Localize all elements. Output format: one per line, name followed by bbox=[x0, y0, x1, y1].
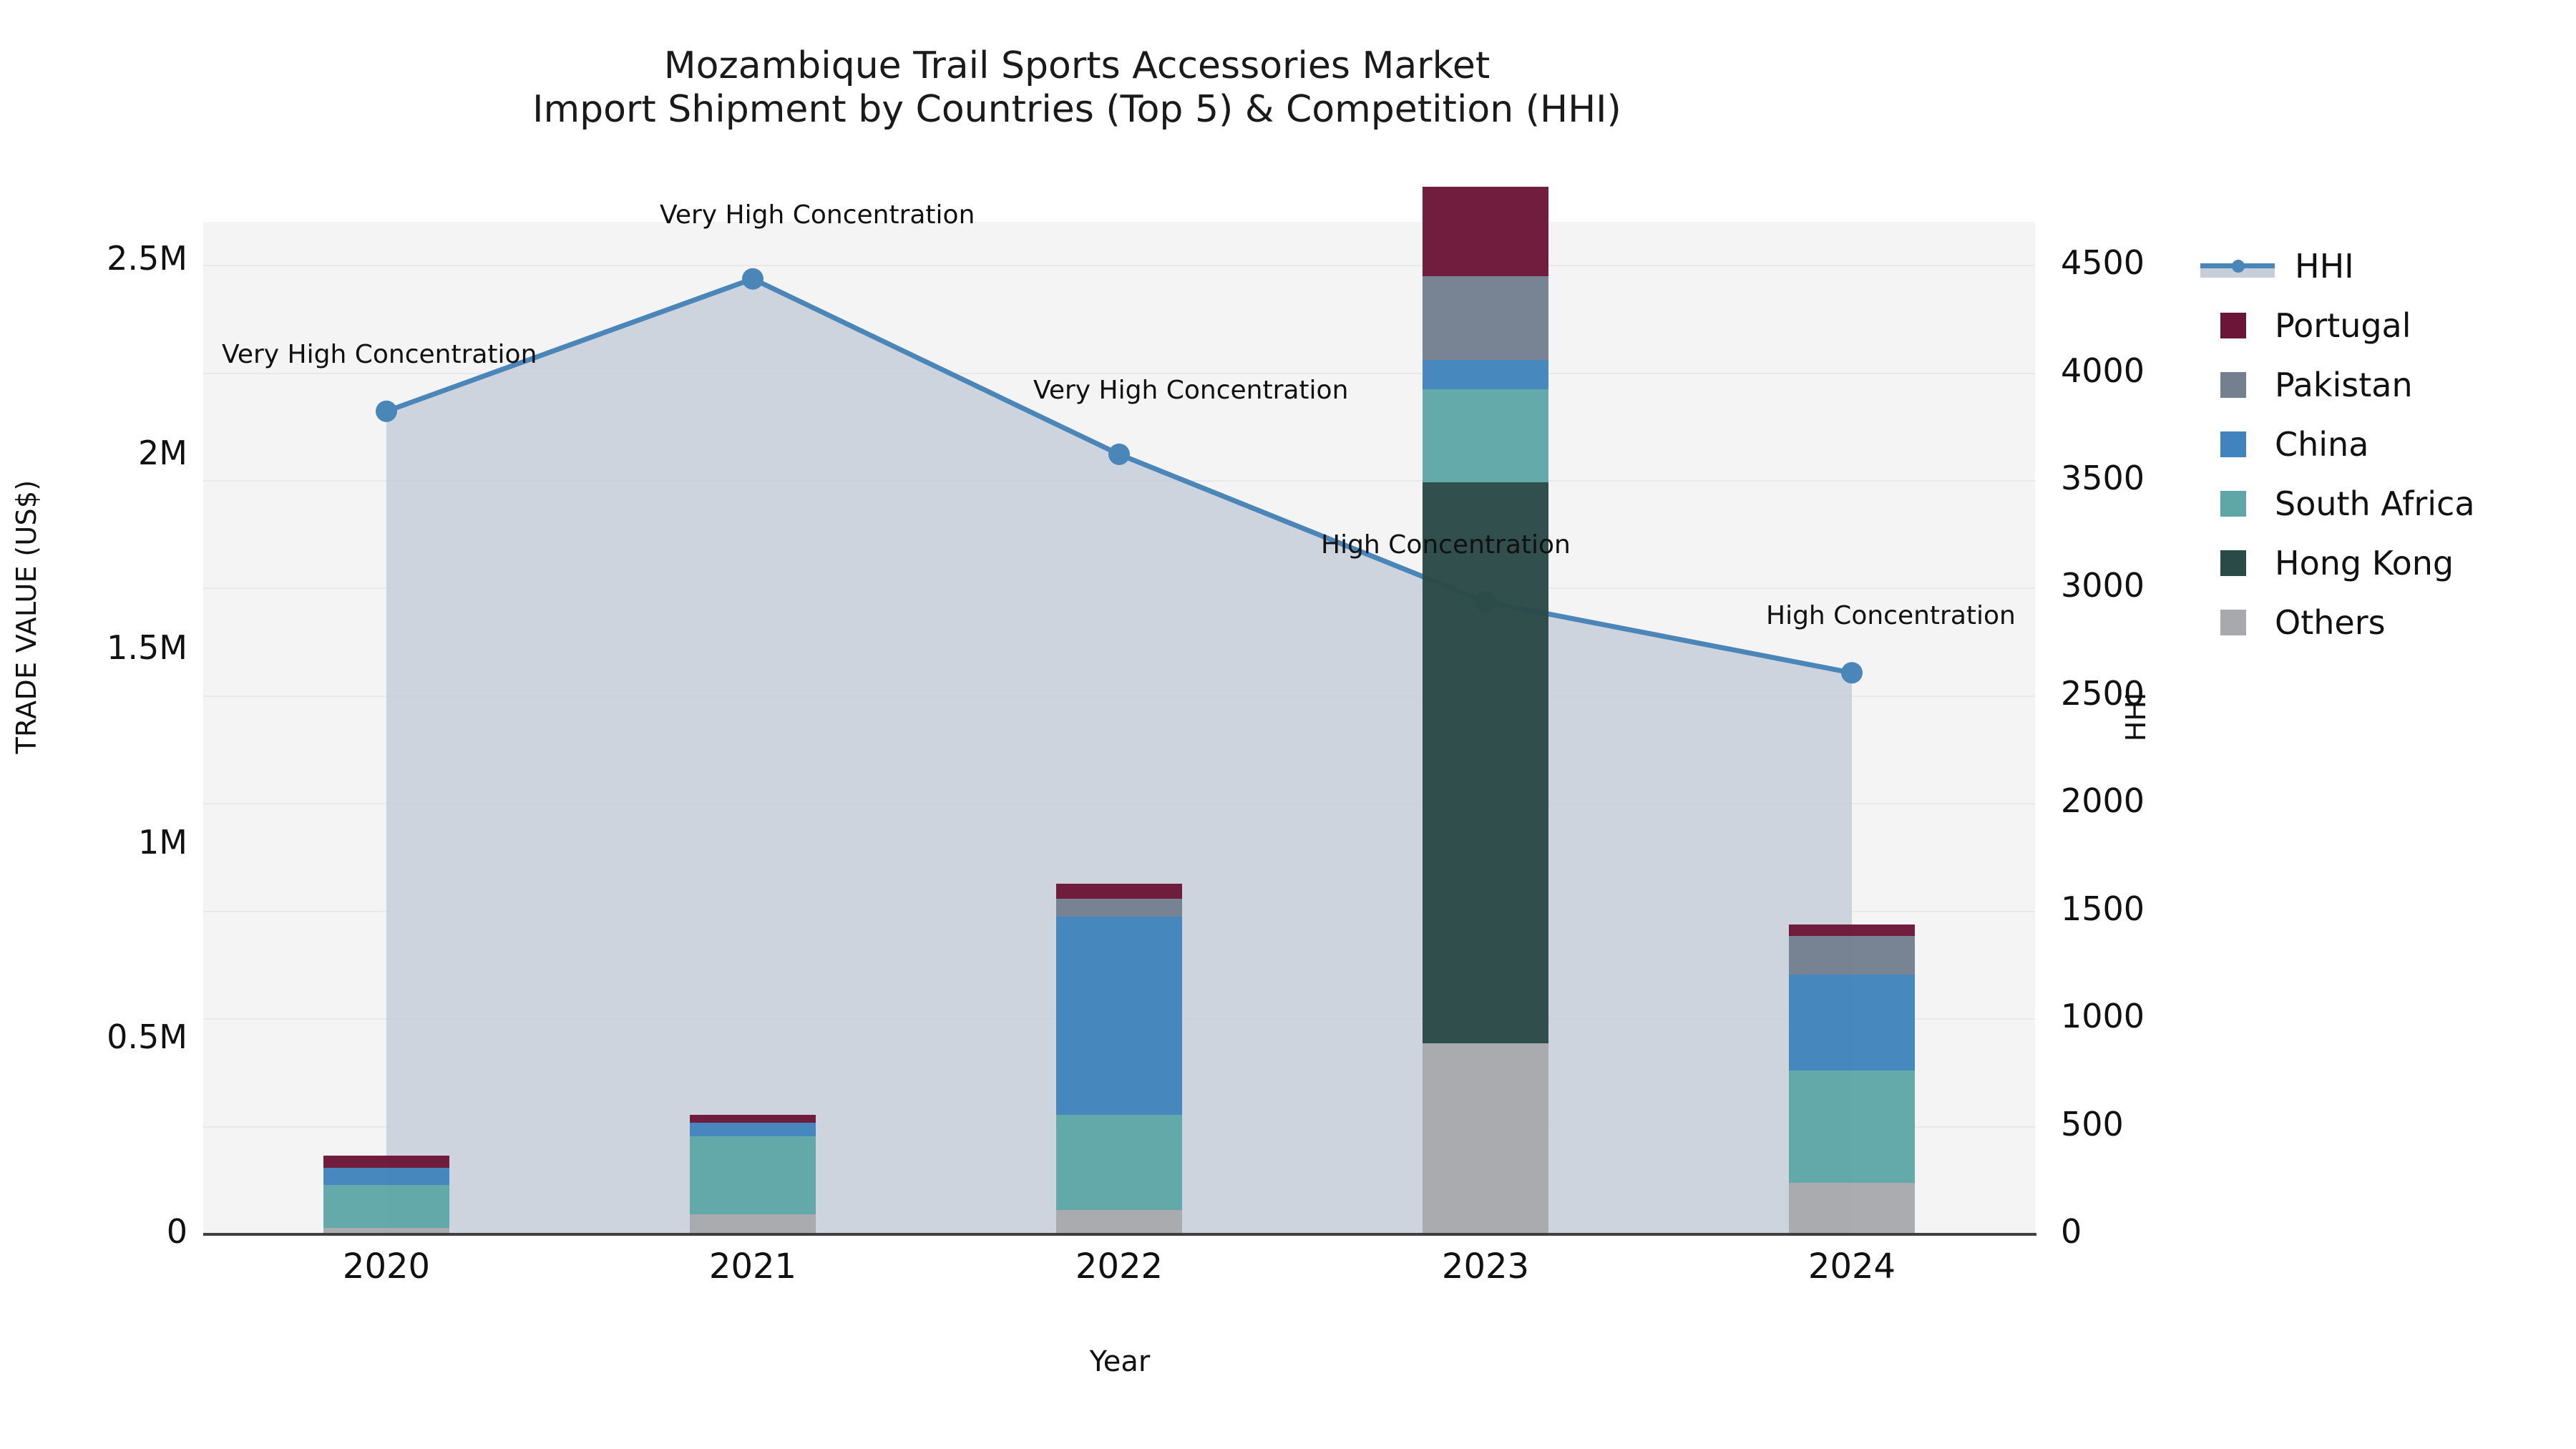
bar-stack[interactable] bbox=[1789, 222, 1915, 1234]
x-axis-tick: 2020 bbox=[342, 1246, 431, 1287]
chart-title: Mozambique Trail Sports Accessories Mark… bbox=[0, 44, 2154, 132]
legend-swatch-icon bbox=[2220, 371, 2246, 398]
legend-item-label: China bbox=[2275, 424, 2369, 464]
legend-item-label: Others bbox=[2275, 602, 2386, 642]
y-axis-left-label: TRADE VALUE (US$) bbox=[11, 479, 42, 754]
y-axis-right-tick: 4000 bbox=[2061, 351, 2145, 390]
bar-segment[interactable] bbox=[1056, 899, 1182, 917]
gridline bbox=[203, 265, 2035, 267]
bar-segment[interactable] bbox=[1423, 482, 1548, 1043]
y-axis-left-tick: 0.5M bbox=[107, 1018, 187, 1057]
legend-item-label: Portugal bbox=[2275, 306, 2411, 345]
bar-segment[interactable] bbox=[690, 1115, 816, 1123]
bar-segment[interactable] bbox=[1423, 1043, 1548, 1234]
bar-segment[interactable] bbox=[323, 1167, 449, 1186]
y-axis-right-tick: 4500 bbox=[2061, 243, 2145, 283]
x-axis-label: Year bbox=[1089, 1345, 1151, 1378]
concentration-annotation: Very High Concentration bbox=[1033, 375, 1349, 405]
y-axis-right-label: HHI bbox=[2120, 692, 2152, 742]
bar-stack[interactable] bbox=[323, 222, 449, 1234]
legend-item[interactable]: Others bbox=[2200, 592, 2572, 652]
bar-segment[interactable] bbox=[323, 1227, 449, 1234]
legend-swatch-icon bbox=[2220, 431, 2246, 457]
y-axis-right-tick: 3000 bbox=[2061, 566, 2145, 605]
y-axis-right-tick: 500 bbox=[2061, 1104, 2124, 1143]
bar-segment[interactable] bbox=[1056, 1210, 1182, 1234]
x-axis-line bbox=[203, 1233, 2036, 1236]
hhi-line-icon bbox=[2200, 253, 2275, 279]
legend-item[interactable]: Pakistan bbox=[2200, 355, 2572, 414]
legend-item[interactable]: Hong Kong bbox=[2200, 533, 2572, 592]
bar-stack[interactable] bbox=[1423, 187, 1548, 1234]
x-axis-tick: 2021 bbox=[708, 1246, 797, 1287]
legend-item[interactable]: China bbox=[2200, 414, 2572, 474]
y-axis-left-tick: 2.5M bbox=[107, 239, 187, 278]
concentration-annotation: High Concentration bbox=[1321, 530, 1571, 560]
chart-title-line-2: Import Shipment by Countries (Top 5) & C… bbox=[532, 88, 1621, 132]
legend-swatch-icon bbox=[2220, 609, 2246, 635]
bar-stack[interactable] bbox=[690, 222, 816, 1234]
concentration-annotation: Very High Concentration bbox=[222, 339, 537, 369]
x-axis-tick: 2022 bbox=[1075, 1246, 1163, 1287]
bar-segment[interactable] bbox=[1423, 276, 1548, 361]
legend-item-label: Pakistan bbox=[2275, 365, 2413, 404]
legend-swatch-icon bbox=[2220, 550, 2246, 576]
bar-segment[interactable] bbox=[1056, 883, 1182, 899]
y-axis-right-tick: 2000 bbox=[2061, 781, 2145, 821]
chart-title-line-1: Mozambique Trail Sports Accessories Mark… bbox=[663, 44, 1491, 87]
y-axis-right-tick: 3500 bbox=[2061, 459, 2145, 498]
y-axis-right-tick: 0 bbox=[2061, 1212, 2082, 1251]
bar-segment[interactable] bbox=[1423, 187, 1548, 277]
y-axis-left-tick: 0 bbox=[166, 1212, 187, 1251]
bar-segment[interactable] bbox=[1789, 975, 1915, 1070]
bar-segment[interactable] bbox=[1789, 1183, 1915, 1234]
y-axis-right-tick: 2500 bbox=[2061, 673, 2145, 713]
legend-item-label: South Africa bbox=[2275, 484, 2475, 523]
y-axis-right-tick: 1500 bbox=[2061, 889, 2145, 928]
bar-segment[interactable] bbox=[690, 1214, 816, 1234]
y-axis-right-tick: 1000 bbox=[2061, 997, 2145, 1036]
bar-segment[interactable] bbox=[323, 1185, 449, 1228]
legend: HHI Portugal Pakistan China South Africa Hong… bbox=[2200, 236, 2572, 652]
legend-swatch-icon bbox=[2220, 312, 2246, 338]
x-axis-tick: 2023 bbox=[1441, 1246, 1530, 1287]
bar-segment[interactable] bbox=[1056, 1115, 1182, 1211]
concentration-annotation: High Concentration bbox=[1766, 601, 2016, 631]
y-axis-left-tick: 1M bbox=[138, 823, 187, 862]
bar-segment[interactable] bbox=[1423, 360, 1548, 389]
bar-stack[interactable] bbox=[1056, 222, 1182, 1234]
concentration-annotation: Very High Concentration bbox=[660, 200, 975, 230]
legend-item-label: Hong Kong bbox=[2275, 543, 2454, 582]
y-axis-left-tick: 2M bbox=[138, 434, 187, 473]
legend-swatch-icon bbox=[2220, 490, 2246, 517]
bar-segment[interactable] bbox=[690, 1123, 816, 1137]
legend-item[interactable]: HHI bbox=[2200, 236, 2572, 296]
bar-segment[interactable] bbox=[1789, 935, 1915, 975]
x-axis-tick: 2024 bbox=[1807, 1246, 1896, 1287]
legend-item-label: HHI bbox=[2295, 246, 2354, 286]
legend-item[interactable]: South Africa bbox=[2200, 474, 2572, 533]
legend-item[interactable]: Portugal bbox=[2200, 296, 2572, 355]
bar-segment[interactable] bbox=[690, 1136, 816, 1214]
bar-segment[interactable] bbox=[1423, 389, 1548, 483]
bar-segment[interactable] bbox=[1789, 924, 1915, 936]
y-axis-left-tick: 1.5M bbox=[107, 628, 187, 668]
bar-segment[interactable] bbox=[323, 1156, 449, 1168]
bar-segment[interactable] bbox=[1056, 916, 1182, 1116]
bar-segment[interactable] bbox=[1789, 1070, 1915, 1184]
